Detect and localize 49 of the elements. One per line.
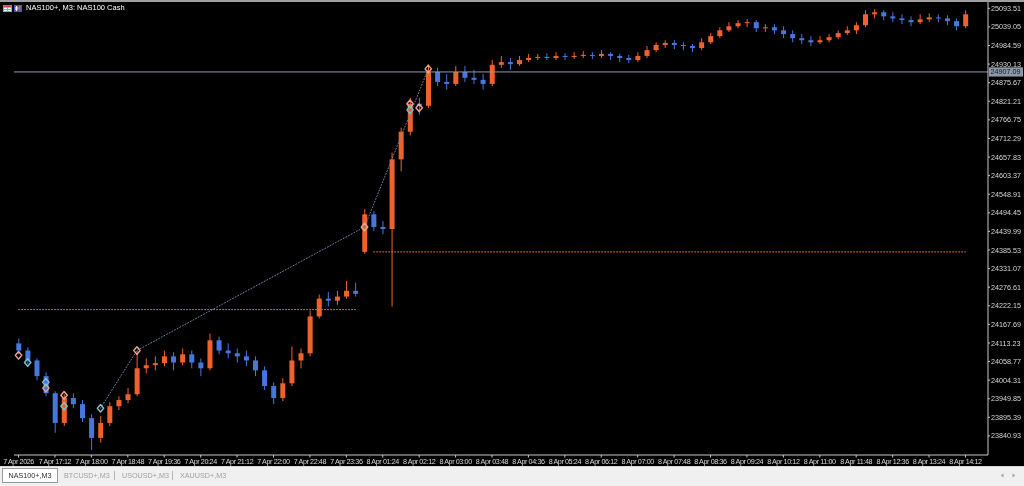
point — [360, 222, 369, 232]
candlestick — [262, 365, 268, 391]
point — [23, 357, 32, 367]
point — [14, 350, 23, 360]
candlestick — [899, 13, 905, 25]
candlestick — [735, 19, 741, 29]
candlestick — [34, 357, 40, 381]
point — [133, 346, 141, 356]
candlestick — [380, 220, 386, 235]
candlestick — [80, 399, 86, 423]
point — [406, 105, 414, 115]
point — [424, 64, 433, 74]
candlestick — [635, 51, 641, 63]
point — [60, 401, 68, 411]
candlestick — [653, 41, 659, 53]
candlestick — [908, 15, 914, 27]
point — [96, 403, 105, 413]
candlestick — [171, 351, 177, 371]
candlestick — [116, 395, 122, 411]
candlestick — [453, 65, 459, 87]
candlestick — [198, 357, 204, 377]
candlestick — [917, 13, 923, 25]
candlestick — [289, 345, 295, 387]
candlestick — [562, 52, 568, 61]
candlestick — [253, 355, 258, 377]
candlestick — [963, 9, 969, 29]
candlestick — [726, 21, 732, 33]
candlestick — [280, 377, 286, 402]
candlestick — [644, 45, 650, 59]
candlestick — [298, 347, 304, 369]
point — [41, 383, 50, 393]
candlestick — [471, 69, 477, 85]
point — [415, 103, 424, 113]
candlestick — [98, 415, 104, 444]
candlestick — [826, 33, 832, 43]
candlestick — [808, 35, 814, 47]
point — [406, 99, 414, 109]
point — [41, 377, 50, 387]
candlestick — [553, 51, 559, 61]
candlestick — [125, 387, 131, 404]
point — [60, 390, 68, 400]
candlestick — [107, 401, 113, 427]
candlestick — [480, 73, 486, 91]
candlestick — [544, 52, 550, 61]
candlestick — [817, 35, 823, 45]
candlestick — [271, 381, 277, 405]
candlestick — [371, 210, 377, 232]
candlestick — [435, 67, 441, 87]
candlestick — [89, 413, 95, 451]
